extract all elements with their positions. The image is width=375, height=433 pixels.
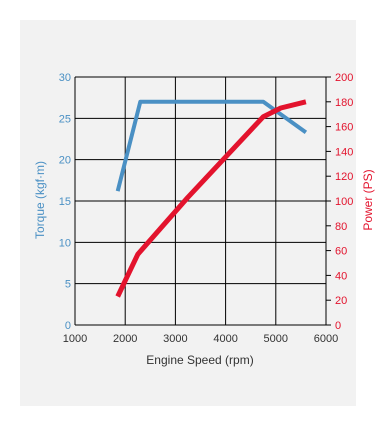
x-tick-label: 1000 (63, 333, 87, 345)
x-tick-label: 2000 (113, 333, 137, 345)
y-axis-right-label: Power (PS) (361, 169, 375, 230)
y-right-tick-label: 180 (335, 97, 353, 109)
y-right-tick-label: 160 (335, 122, 353, 134)
y-right-tick-label: 80 (335, 221, 347, 233)
tick-labels: 1000 2000 3000 4000 5000 60000510152025300204… (59, 72, 354, 345)
x-tick-label: 3000 (163, 333, 187, 345)
y-left-tick-label: 10 (59, 237, 71, 249)
x-tick-label: 5000 (264, 333, 288, 345)
y-right-tick-label: 60 (335, 246, 347, 258)
y-right-tick-label: 0 (335, 320, 341, 332)
y-left-tick-label: 20 (59, 155, 71, 167)
y-right-tick-label: 140 (335, 146, 353, 158)
series-layer (115, 99, 308, 298)
x-axis-label: Engine Speed (rpm) (146, 353, 253, 367)
chart-panel (20, 20, 356, 406)
y-right-tick-label: 120 (335, 171, 353, 183)
y-left-tick-label: 15 (59, 196, 71, 208)
torque-line (115, 99, 308, 192)
y-left-tick-label: 0 (65, 320, 71, 332)
y-left-tick-label: 25 (59, 113, 71, 125)
y-right-tick-label: 20 (335, 295, 347, 307)
y-left-tick-label: 5 (65, 279, 71, 291)
y-axis-left-label: Torque (kgf·m) (33, 161, 47, 239)
y-left-tick-label: 30 (59, 72, 71, 84)
x-tick-label: 4000 (213, 333, 237, 345)
y-right-tick-label: 200 (335, 72, 353, 84)
power-line (115, 99, 307, 298)
y-right-tick-label: 40 (335, 270, 347, 282)
grid (74, 76, 331, 326)
x-tick-label: 6000 (314, 333, 338, 345)
y-right-tick-label: 100 (335, 196, 353, 208)
